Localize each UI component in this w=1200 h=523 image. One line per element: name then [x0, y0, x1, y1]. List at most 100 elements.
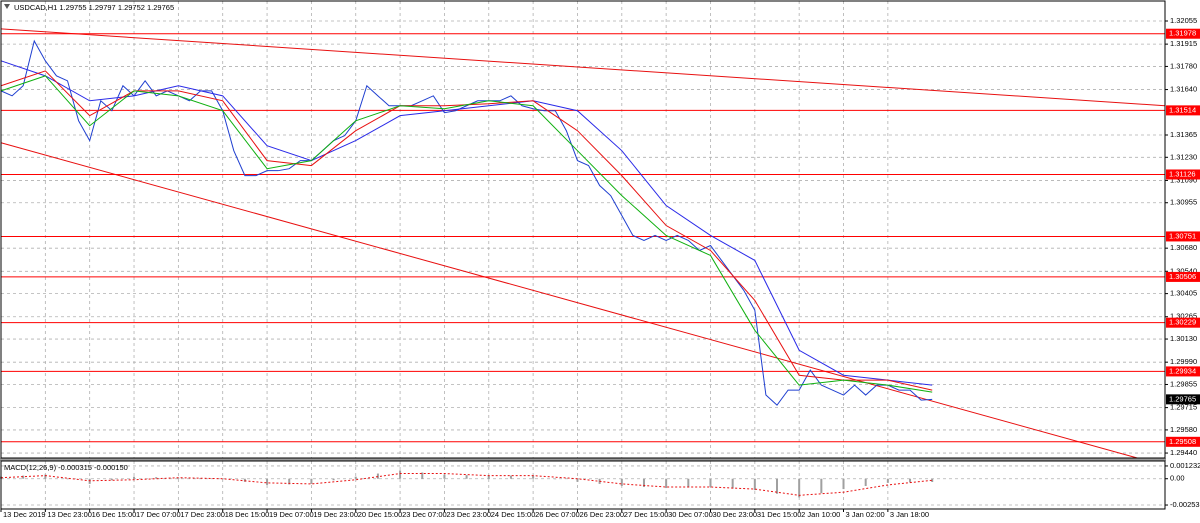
level-price-box — [1166, 28, 1200, 39]
macd-bar — [133, 476, 136, 479]
level-price-label: 1.31978 — [1169, 29, 1196, 38]
x-tick-label: 18 Dec 15:00 — [225, 510, 270, 519]
x-tick-label: 26 Dec 23:00 — [579, 510, 624, 519]
level-price-box — [1166, 317, 1200, 328]
x-tick-label: 19 Dec 07:00 — [269, 510, 314, 519]
y-tick-label: 0.00 — [1170, 474, 1185, 483]
macd-bar — [332, 478, 335, 481]
macd-bar — [753, 478, 756, 491]
macd-bar — [310, 478, 313, 484]
macd-bar — [221, 478, 224, 480]
panel-frame — [0, 0, 1166, 459]
symbol-menu-icon — [4, 4, 10, 9]
x-tick-label: 17 Dec 23:00 — [180, 510, 225, 519]
macd-bar — [886, 478, 889, 483]
macd-bar — [66, 478, 69, 480]
x-tick-label: 3 Jan 18:00 — [890, 510, 929, 519]
y-tick-label: 1.29580 — [1170, 425, 1197, 434]
level-price-label: 1.29508 — [1169, 437, 1196, 446]
macd-bar — [243, 478, 246, 482]
macd-bar — [820, 478, 823, 494]
level-price-label: 1.30751 — [1169, 231, 1196, 240]
macd-bar — [532, 475, 535, 479]
x-tick-label: 31 Dec 15:00 — [757, 510, 802, 519]
level-price-box — [1166, 271, 1200, 282]
macd-bar — [642, 478, 645, 488]
level-price-label: 1.31514 — [1169, 105, 1196, 114]
macd-bar — [177, 477, 180, 479]
last-price-box — [1166, 394, 1200, 405]
macd-bar — [864, 478, 867, 486]
macd-bar — [288, 478, 291, 485]
level-price-label: 1.30229 — [1169, 318, 1196, 327]
level-price-label: 1.31126 — [1169, 169, 1196, 178]
trend-line — [0, 142, 1138, 459]
y-tick-label: 1.30540 — [1170, 266, 1197, 275]
macd-bar — [110, 478, 113, 481]
level-price-label: 1.29934 — [1169, 366, 1196, 375]
x-tick-label: 13 Dec 23:00 — [47, 510, 92, 519]
y-tick-label: 1.29715 — [1170, 403, 1197, 412]
macd-bar — [687, 478, 690, 488]
macd-bar — [22, 475, 25, 479]
macd-bar — [155, 477, 158, 479]
x-tick-label: 20 Dec 15:00 — [358, 510, 403, 519]
y-tick-label: 1.31780 — [1170, 61, 1197, 70]
macd-bar — [554, 478, 557, 480]
y-tick-label: 1.30265 — [1170, 312, 1197, 321]
macd-bar — [665, 478, 668, 489]
y-tick-label: 1.31090 — [1170, 175, 1197, 184]
macd-bar — [509, 475, 512, 479]
macd-bar — [931, 478, 934, 482]
macd-bar — [776, 478, 778, 494]
trend-line — [0, 28, 1166, 107]
macd-bar — [44, 474, 47, 479]
macd-bar — [266, 478, 269, 485]
y-tick-label: 1.29990 — [1170, 357, 1197, 366]
macd-bar — [798, 478, 801, 498]
y-tick-label: 1.30405 — [1170, 289, 1197, 298]
x-tick-label: 30 Dec 23:00 — [712, 510, 757, 519]
y-tick-label: 0.001232 — [1170, 461, 1200, 470]
x-tick-label: 16 Dec 15:00 — [92, 510, 137, 519]
level-price-box — [1166, 436, 1200, 447]
macd-bar — [199, 478, 202, 479]
macd-bar — [88, 478, 91, 484]
level-price-label: 1.30506 — [1169, 272, 1196, 281]
x-tick-label: 26 Dec 07:00 — [535, 510, 580, 519]
y-tick-label: 1.29440 — [1170, 448, 1197, 457]
level-price-box — [1166, 231, 1200, 242]
macd-bar — [399, 470, 402, 479]
x-tick-label: 3 Jan 02:00 — [846, 510, 885, 519]
y-tick-label: 1.31365 — [1170, 130, 1197, 139]
series-line — [0, 75, 933, 393]
macd-bar — [443, 474, 446, 479]
macd-bar — [620, 478, 623, 486]
panel-title: MACD(12,26,9) -0.000315 -0.000150 — [4, 463, 128, 472]
x-tick-label: 23 Dec 23:00 — [446, 510, 491, 519]
macd-bar — [465, 475, 468, 479]
x-tick-label: 30 Dec 07:00 — [668, 510, 713, 519]
x-tick-label: 17 Dec 07:00 — [136, 510, 181, 519]
y-tick-label: 1.29855 — [1170, 379, 1197, 388]
macd-bar — [421, 472, 424, 479]
x-tick-label: 19 Dec 23:00 — [313, 510, 358, 519]
y-tick-label: 1.31915 — [1170, 39, 1197, 48]
last-price-label: 1.29765 — [1169, 394, 1196, 403]
panel-frame — [0, 460, 1166, 510]
level-price-box — [1166, 169, 1200, 180]
macd-bar — [354, 476, 357, 479]
y-tick-label: 1.31640 — [1170, 85, 1197, 94]
x-tick-label: 13 Dec 2019 — [3, 510, 46, 519]
level-price-box — [1166, 105, 1200, 116]
panel-separator — [0, 458, 1166, 461]
y-tick-label: 1.30130 — [1170, 334, 1197, 343]
x-tick-label: 2 Jan 10:00 — [801, 510, 840, 519]
level-price-box — [1166, 366, 1200, 377]
x-tick-label: 23 Dec 07:00 — [402, 510, 447, 519]
y-tick-label: 1.30680 — [1170, 243, 1197, 252]
macd-bar — [487, 475, 490, 479]
macd-bar — [909, 478, 912, 483]
